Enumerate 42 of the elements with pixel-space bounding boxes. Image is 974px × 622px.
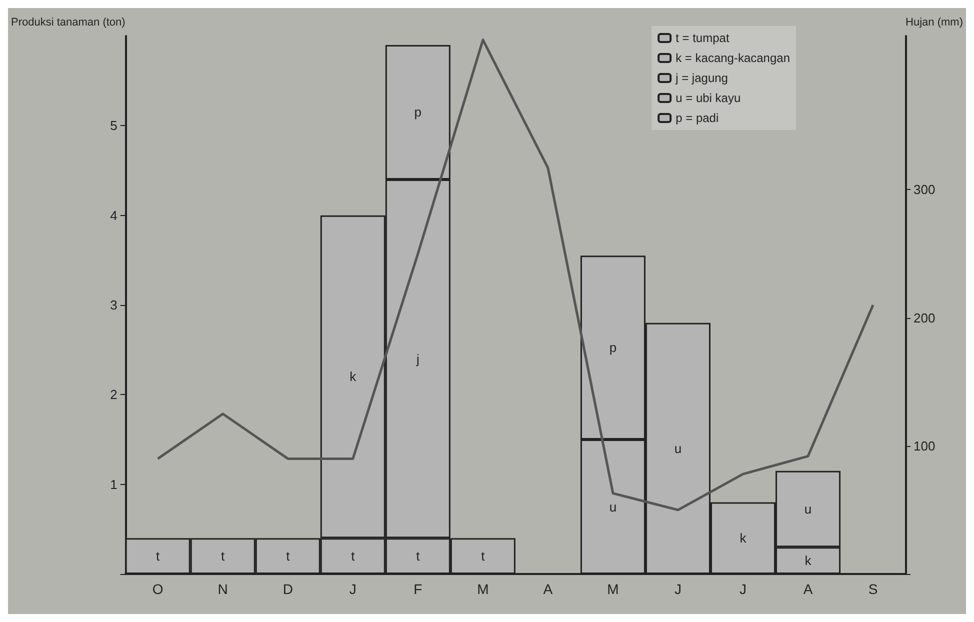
x-tick-label: J — [349, 581, 356, 597]
y-tick-label: 2 — [110, 387, 118, 402]
data-label: u — [609, 499, 617, 514]
data-label: u — [674, 440, 682, 456]
x-tick-label: N — [218, 581, 228, 597]
y-tick-label: 3 — [110, 298, 118, 312]
y-axis-title: Produksi tanaman (ton) — [10, 16, 126, 28]
y2-tick-label: 200 — [914, 310, 936, 326]
data-label: k — [740, 530, 747, 546]
y2-tick-label: 300 — [914, 182, 936, 198]
x-tick-label: F — [414, 581, 422, 597]
x-tick-label: J — [674, 581, 682, 597]
data-label: t — [481, 548, 486, 564]
data-label: u — [804, 501, 812, 516]
x-tick-label: O — [152, 581, 164, 597]
x-tick-label: J — [740, 581, 747, 597]
legend-label: k = kacang-kacangan — [676, 51, 790, 65]
x-tick-label: M — [477, 581, 489, 597]
x-tick-label: M — [607, 581, 619, 597]
data-label: k — [350, 369, 357, 384]
x-tick-label: A — [803, 581, 814, 597]
data-label: p — [414, 104, 422, 120]
legend-label: j = jagung — [674, 71, 728, 85]
data-label: j — [415, 351, 420, 366]
data-label: p — [609, 340, 617, 356]
data-label: t — [351, 548, 356, 564]
y2-axis-title: Hujan (mm) — [906, 16, 964, 28]
data-label: k — [804, 553, 812, 568]
y2-tick-label: 100 — [914, 438, 936, 454]
legend-label: p = padi — [676, 111, 719, 125]
y-tick-label: 5 — [110, 118, 118, 134]
data-label: t — [156, 548, 160, 564]
legend-label: u = ubi kayu — [676, 91, 741, 105]
x-tick-label: A — [543, 581, 554, 597]
x-tick-label: D — [282, 581, 293, 597]
data-label: t — [221, 548, 226, 564]
x-tick-label: S — [868, 581, 878, 597]
data-label: t — [286, 548, 290, 564]
legend-label: t = tumpat — [676, 31, 730, 45]
y-tick-label: 1 — [110, 476, 118, 492]
data-label: t — [416, 548, 420, 564]
y-tick-label: 4 — [110, 208, 118, 223]
